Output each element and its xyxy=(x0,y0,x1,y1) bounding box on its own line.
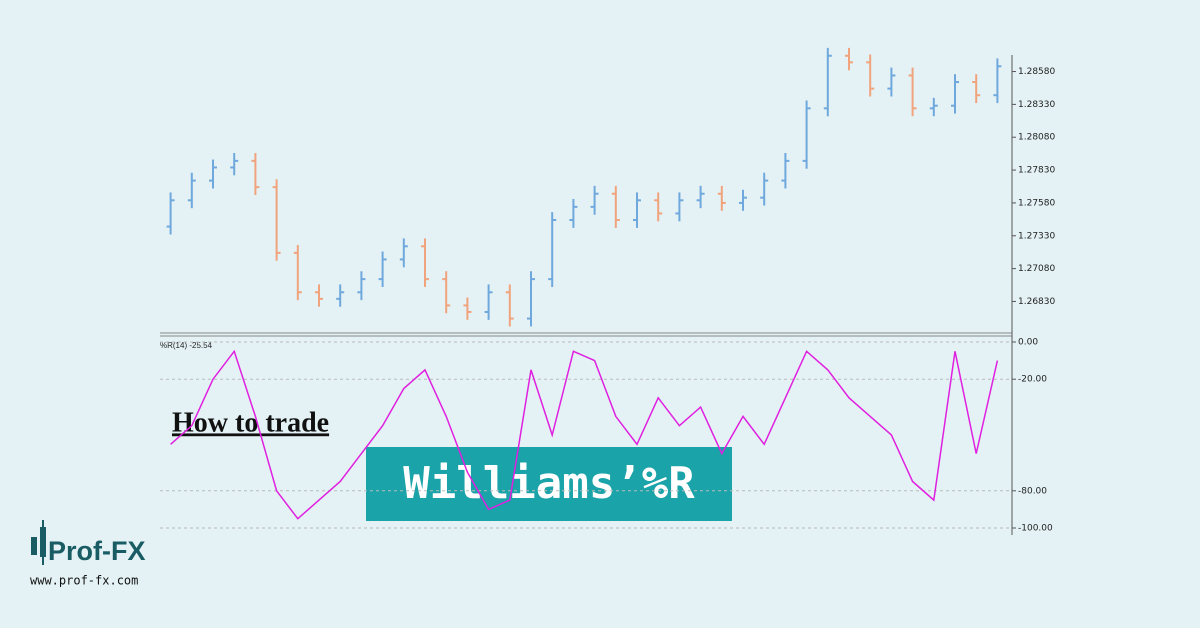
y-tick-label: -100.00 xyxy=(1018,524,1053,534)
indicator-line xyxy=(170,349,999,520)
y-tick-label: 1.28330 xyxy=(1018,100,1055,110)
logo-icon xyxy=(31,520,46,565)
y-tick-label: 1.27330 xyxy=(1018,231,1055,241)
title-box xyxy=(366,447,732,521)
y-tick-label: 1.27830 xyxy=(1018,166,1055,176)
indicator-label: %R(14) -25.54 xyxy=(160,341,213,350)
y-tick-label: -80.00 xyxy=(1018,486,1047,496)
title: Williams’%R xyxy=(403,458,695,509)
logo-url: www.prof-fx.com xyxy=(30,574,138,588)
y-tick-label: -20.00 xyxy=(1018,375,1047,385)
y-tick-label: 1.27080 xyxy=(1018,264,1055,274)
y-tick-label: 1.28080 xyxy=(1018,133,1055,143)
y-tick-label: 1.28580 xyxy=(1018,67,1055,77)
y-tick-label: 1.27580 xyxy=(1018,198,1055,208)
y-tick-label: 0.00 xyxy=(1018,338,1038,348)
headline: How to trade xyxy=(172,407,329,438)
logo-name: Prof-FX xyxy=(48,536,146,566)
y-tick-label: 1.26830 xyxy=(1018,297,1055,307)
